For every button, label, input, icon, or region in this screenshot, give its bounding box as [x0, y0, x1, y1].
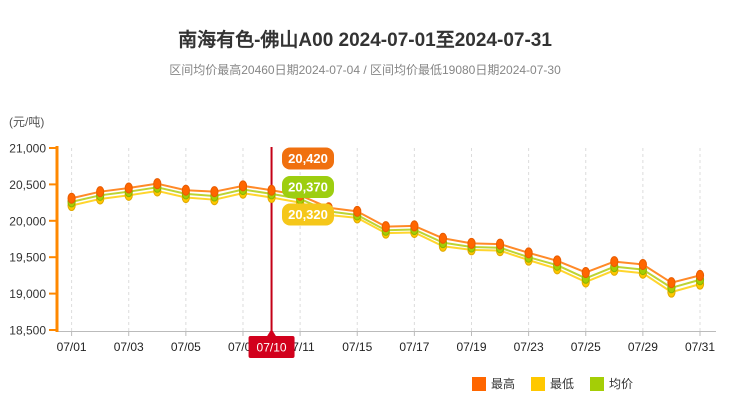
data-marker-high[interactable]	[410, 220, 419, 232]
tooltip-box	[282, 176, 334, 198]
legend-item-low[interactable]: 最低	[531, 377, 574, 391]
x-tick-label: 07/23	[514, 340, 544, 354]
data-marker-high[interactable]	[667, 277, 676, 289]
data-marker-high[interactable]	[96, 186, 105, 198]
callout-arrow-icon	[266, 329, 277, 337]
callout-date-label: 07/10	[257, 341, 287, 355]
x-tick-label: 07/01	[57, 340, 87, 354]
data-marker-high[interactable]	[438, 232, 448, 244]
y-tick-label: 20,500	[9, 178, 46, 192]
data-marker-high[interactable]	[353, 205, 362, 217]
data-marker-high[interactable]	[695, 269, 705, 281]
data-marker-high[interactable]	[238, 180, 248, 192]
x-tick-label: 07/25	[571, 340, 601, 354]
tooltip-value: 20,420	[288, 151, 328, 166]
callout-box	[248, 336, 295, 358]
x-tick-label: 07/17	[399, 340, 429, 354]
tooltip-value: 20,320	[288, 207, 328, 222]
legend-item-avg[interactable]: 均价	[590, 377, 633, 391]
y-axis-unit-label: (元/吨)	[9, 115, 45, 129]
legend-swatch-avg-icon	[590, 377, 605, 391]
data-marker-high[interactable]	[638, 258, 647, 270]
x-tick-label: 07/19	[456, 340, 486, 354]
legend-swatch-low-icon	[531, 377, 546, 391]
data-marker-high[interactable]	[524, 247, 533, 259]
data-marker-high[interactable]	[267, 184, 276, 196]
data-marker-high[interactable]	[67, 192, 76, 204]
data-marker-high[interactable]	[495, 238, 505, 250]
x-tick-label: 07/15	[342, 340, 372, 354]
x-tick-label: 07/03	[114, 340, 144, 354]
x-tick-label: 07/31	[685, 340, 715, 354]
y-tick-label: 20,000	[9, 214, 46, 228]
chart-subtitle: 区间均价最高20460日期2024-07-04 / 区间均价最低19080日期2…	[169, 63, 561, 77]
data-marker-high[interactable]	[181, 184, 190, 196]
data-marker-high[interactable]	[153, 178, 162, 190]
data-marker-high[interactable]	[210, 186, 219, 198]
data-marker-high[interactable]	[553, 255, 562, 267]
x-tick-label: 07/05	[171, 340, 201, 354]
legend-item-high[interactable]: 最高	[472, 377, 515, 391]
data-marker-high[interactable]	[581, 266, 590, 278]
tooltip-box	[282, 203, 334, 226]
legend-swatch-high-icon	[472, 377, 486, 391]
x-tick-label: 07/29	[628, 340, 658, 354]
chart-title: 南海有色-佛山A00 2024-07-01至2024-07-31	[178, 30, 552, 51]
y-tick-label: 19,000	[9, 287, 46, 301]
data-marker-high[interactable]	[610, 256, 619, 268]
legend-label-low: 最低	[550, 377, 575, 391]
series-line-low[interactable]	[71, 189, 701, 294]
data-marker-high[interactable]	[381, 221, 390, 233]
y-tick-label: 19,500	[9, 251, 46, 265]
tooltip-box	[282, 147, 334, 170]
legend: 最高 最低 均价	[472, 377, 633, 391]
y-tick-label: 18,500	[9, 324, 46, 338]
legend-label-avg: 均价	[609, 377, 634, 391]
tooltip-value: 20,370	[288, 180, 328, 195]
y-tick-label: 21,000	[9, 142, 46, 156]
legend-label-high: 最高	[491, 377, 516, 391]
data-marker-high[interactable]	[124, 182, 133, 194]
data-marker-high[interactable]	[467, 237, 476, 249]
